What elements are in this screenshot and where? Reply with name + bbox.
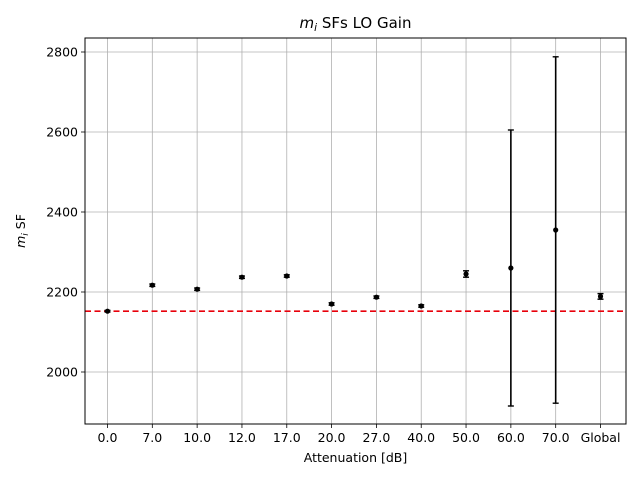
data-point [597, 293, 604, 299]
x-tick-label: Global [581, 430, 621, 445]
data-point [194, 286, 200, 292]
data-point-group [238, 274, 245, 280]
data-point-group [507, 129, 514, 407]
data-point-group [373, 294, 380, 300]
x-tick-label: 60.0 [497, 430, 525, 445]
x-tick-label: 27.0 [362, 430, 390, 445]
data-point [418, 303, 424, 309]
x-tick-label: 20.0 [318, 430, 346, 445]
data-point [149, 282, 155, 288]
x-axis-label: Attenuation [dB] [304, 450, 408, 465]
data-point [463, 271, 469, 277]
y-tick-label: 2200 [46, 285, 78, 300]
x-tick-label: 50.0 [452, 430, 480, 445]
y-axis: 2000 2200 2400 2600 2800 [46, 45, 85, 380]
data-point-group [283, 273, 290, 279]
data-point [284, 273, 290, 279]
data-point [553, 227, 559, 233]
x-tick-label: 7.0 [142, 430, 162, 445]
y-tick-label: 2800 [46, 45, 78, 60]
data-point [328, 301, 335, 307]
data-point-group [328, 301, 335, 307]
data-point [239, 274, 245, 280]
y-tick-label: 2600 [46, 125, 78, 140]
x-tick-label: 12.0 [228, 430, 256, 445]
data-point-group [149, 282, 156, 288]
data-point-group [552, 56, 559, 404]
y-tick-label: 2400 [46, 205, 78, 220]
y-axis-label: mi SF [13, 214, 31, 248]
data-point [508, 265, 514, 271]
x-tick-label: 40.0 [407, 430, 435, 445]
x-tick-label: 10.0 [183, 430, 211, 445]
data-point-group [463, 270, 470, 278]
grid [85, 38, 626, 424]
data-point-group [597, 292, 604, 300]
chart-title: mi SFs LO Gain [300, 14, 412, 34]
data-point [104, 308, 111, 314]
plot-frame [84, 37, 627, 425]
data-point [373, 294, 380, 300]
x-tick-label: 17.0 [273, 430, 301, 445]
data-point-group [104, 308, 111, 314]
y-tick-label: 2000 [46, 365, 78, 380]
data-points [104, 56, 604, 407]
x-tick-label: 70.0 [542, 430, 570, 445]
data-point-group [418, 303, 425, 309]
data-point-group [194, 286, 201, 292]
x-tick-label: 0.0 [98, 430, 118, 445]
x-axis: 0.0 7.0 10.0 12.0 17.0 20.0 27.0 40.0 50.0 60.0 70… [98, 424, 621, 445]
